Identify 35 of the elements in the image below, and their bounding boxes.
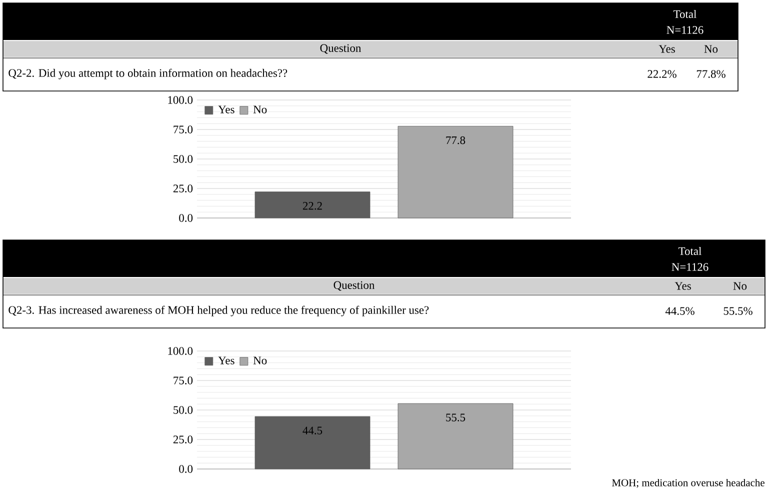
data-label: 55.5 [446, 414, 466, 422]
text: Question [320, 44, 362, 54]
text: 55.5% [724, 307, 752, 315]
text: Total [678, 246, 702, 256]
y-tick-label: 75.0 [174, 376, 193, 384]
text: Yes [658, 45, 675, 53]
y-tick-label: 50.0 [174, 406, 193, 414]
y-tick-label: 75.0 [174, 126, 193, 134]
y-tick-label: 0.0 [179, 465, 193, 473]
text: N=1126 [672, 263, 708, 271]
data-label: 77.8 [446, 136, 466, 144]
y-tick-label: 100.0 [168, 96, 193, 104]
legend-label: No [253, 356, 267, 364]
text: 22.2% [648, 70, 676, 78]
text: MOH; medication overuse headache [612, 478, 764, 488]
text: Total [674, 10, 696, 18]
y-tick-label: 25.0 [173, 436, 193, 444]
y-tick-label: 25.0 [173, 184, 193, 192]
text: No [704, 45, 718, 53]
legend-label: No [253, 106, 267, 114]
chart-title: Q2-3. Has increased awareness of MOH helped you reduce the frequency of painkiller use? [8, 306, 429, 316]
text: No [733, 282, 747, 290]
text: 77.8% [696, 70, 726, 78]
text: N=1126 [666, 26, 704, 34]
y-tick-label: 50.0 [174, 155, 193, 163]
chart-title: Q2-2. Did you attempt to obtain information on headaches?? [8, 68, 288, 80]
legend-label: Yes [218, 106, 234, 114]
y-tick-label: 0.0 [179, 214, 193, 222]
text: Yes [674, 282, 691, 290]
text: 44.5% [665, 307, 694, 315]
data-label: 44.5 [302, 426, 322, 434]
y-tick-label: 100.0 [168, 347, 193, 355]
legend-label: Yes [218, 356, 234, 364]
text: Question [334, 281, 375, 291]
data-label: 22.2 [302, 202, 322, 210]
